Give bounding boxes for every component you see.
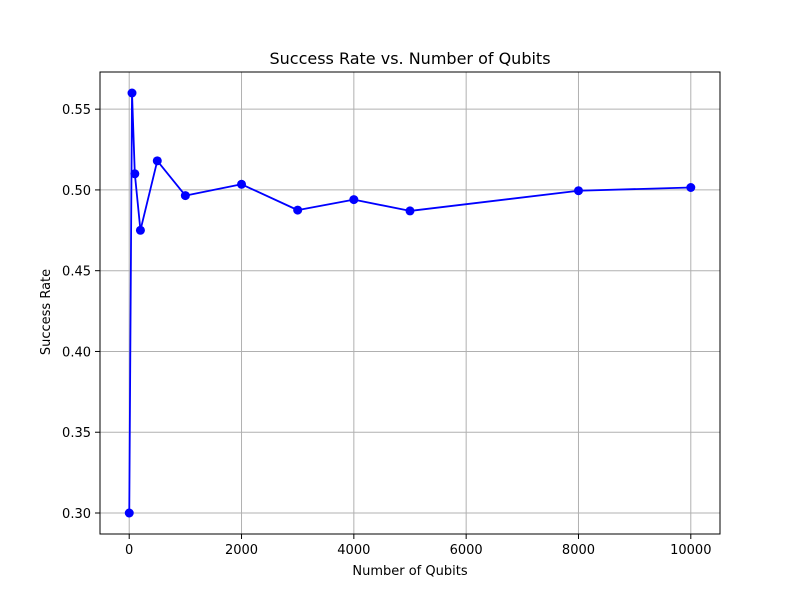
x-tick-label: 4000 xyxy=(337,543,370,558)
data-point xyxy=(135,225,145,235)
x-tick-label: 8000 xyxy=(562,543,595,558)
chart-title: Success Rate vs. Number of Qubits xyxy=(269,49,550,68)
data-point xyxy=(573,186,583,196)
x-tick-label: 10000 xyxy=(670,543,711,558)
data-point xyxy=(405,206,415,216)
series-line xyxy=(128,92,691,514)
x-tick-label: 6000 xyxy=(450,543,483,558)
y-tick-label: 0.50 xyxy=(62,184,91,199)
data-point xyxy=(130,169,140,179)
y-tick-label: 0.30 xyxy=(62,507,91,522)
series-layer xyxy=(124,88,696,518)
data-point xyxy=(293,205,303,215)
data-point xyxy=(237,179,247,189)
data-point xyxy=(124,508,134,518)
data-point xyxy=(127,88,137,98)
y-tick-label: 0.35 xyxy=(62,426,91,441)
x-tick-label: 2000 xyxy=(225,543,258,558)
x-tick-label: 0 xyxy=(125,543,133,558)
data-point xyxy=(152,156,162,166)
y-tick-label: 0.45 xyxy=(62,265,91,280)
y-axis-label: Success Rate xyxy=(39,269,54,355)
grid-layer xyxy=(100,72,720,534)
y-tick-label: 0.55 xyxy=(62,103,91,118)
x-axis-label: Number of Qubits xyxy=(352,564,467,579)
plot-frame xyxy=(99,71,721,535)
ticks-layer: 0 2000 4000 6000 8000 10000 0.30 0.35 0.40 0.45 0.… xyxy=(62,103,711,558)
data-point xyxy=(686,183,696,192)
axes-layer xyxy=(99,71,721,535)
data-point xyxy=(349,195,359,205)
data-point xyxy=(180,191,190,201)
y-tick-label: 0.40 xyxy=(62,345,91,360)
